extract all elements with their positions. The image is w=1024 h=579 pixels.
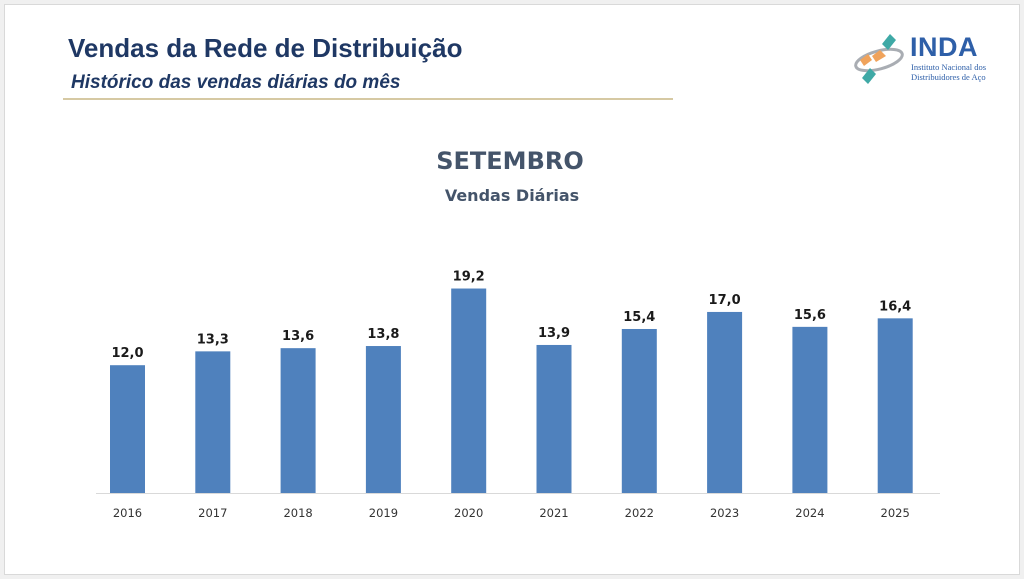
- bar-2022: [621, 328, 657, 493]
- data-label-2023: 17,0: [709, 293, 741, 308]
- page-title: Vendas da Rede de Distribuição: [68, 33, 463, 63]
- bar-2019: [365, 346, 401, 493]
- inda-logo: INDA Instituto Nacional dos Distribuidor…: [852, 30, 1012, 85]
- logo-tagline-2: Distribuidores de Aço: [911, 72, 986, 82]
- logo-name: INDA: [910, 32, 978, 62]
- chart-title: SETEMBRO: [436, 147, 584, 175]
- x-tick-label-2017: 2017: [198, 506, 227, 520]
- data-label-2016: 12,0: [111, 346, 143, 361]
- x-tick-label-2019: 2019: [369, 506, 398, 520]
- chart-subtitle: Vendas Diárias: [444, 186, 580, 205]
- data-label-2019: 13,8: [367, 327, 399, 342]
- x-tick-label-2018: 2018: [283, 506, 312, 520]
- bar-2020: [451, 288, 487, 493]
- x-tick-label-2016: 2016: [113, 506, 142, 520]
- logo-tagline-1: Instituto Nacional dos: [911, 62, 987, 72]
- x-tick-label-2023: 2023: [710, 506, 739, 520]
- data-label-2020: 19,2: [453, 270, 485, 285]
- data-label-2022: 15,4: [623, 310, 655, 325]
- bar-2017: [195, 351, 231, 493]
- page-subtitle: Histórico das vendas diárias do mês: [71, 72, 401, 93]
- data-label-2021: 13,9: [538, 326, 570, 341]
- bar-2024: [792, 326, 828, 493]
- x-tick-label-2024: 2024: [795, 506, 824, 520]
- data-label-2025: 16,4: [879, 299, 911, 314]
- x-tick-label-2021: 2021: [539, 506, 568, 520]
- bar-2018: [280, 348, 316, 493]
- bar-2021: [536, 344, 572, 493]
- bar-2016: [110, 365, 145, 493]
- data-label-2024: 15,6: [794, 308, 826, 323]
- x-tick-label-2022: 2022: [625, 506, 654, 520]
- x-tick-label-2020: 2020: [454, 506, 483, 520]
- bar-2023: [707, 311, 743, 493]
- inda-logo-icon: [854, 34, 904, 84]
- data-label-2017: 13,3: [197, 332, 229, 347]
- data-label-2018: 13,6: [282, 329, 314, 344]
- title-divider: [63, 98, 673, 100]
- x-tick-label-2025: 2025: [881, 506, 910, 520]
- bar-2025: [877, 318, 913, 493]
